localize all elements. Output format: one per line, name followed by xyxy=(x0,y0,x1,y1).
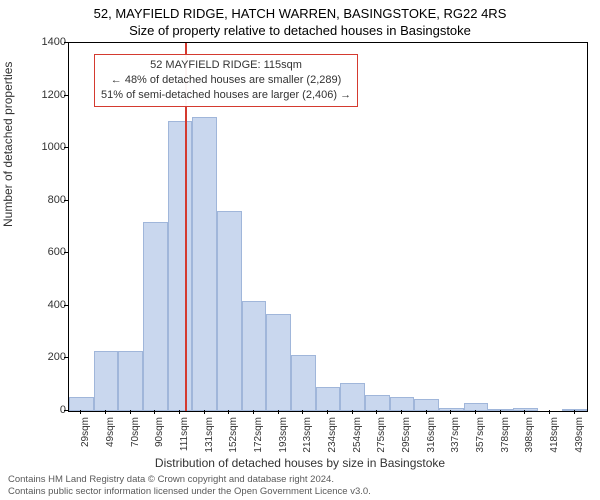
y-axis-label: Number of detached properties xyxy=(1,62,15,227)
histogram-bar xyxy=(217,211,242,411)
histogram-bar xyxy=(316,387,341,411)
y-tick-mark xyxy=(64,200,68,201)
histogram-bar xyxy=(69,397,94,411)
histogram-bar xyxy=(192,117,217,411)
x-tick-mark xyxy=(105,410,106,414)
chart-container: 52, MAYFIELD RIDGE, HATCH WARREN, BASING… xyxy=(0,0,600,500)
y-tick-mark xyxy=(64,410,68,411)
y-tick-mark xyxy=(64,42,68,43)
x-tick-mark xyxy=(450,410,451,414)
histogram-bar xyxy=(340,383,365,411)
histogram-bar xyxy=(242,301,267,411)
footer-line-2: Contains public sector information licen… xyxy=(8,486,592,498)
x-tick-mark xyxy=(179,410,180,414)
y-tick-label: 1200 xyxy=(26,89,66,101)
histogram-bar xyxy=(488,409,513,411)
x-tick-mark xyxy=(327,410,328,414)
x-tick-mark xyxy=(376,410,377,414)
info-line-1: 52 MAYFIELD RIDGE: 115sqm xyxy=(101,58,351,73)
y-tick-label: 1000 xyxy=(26,141,66,153)
x-tick-mark xyxy=(278,410,279,414)
x-tick-mark xyxy=(524,410,525,414)
y-tick-mark xyxy=(64,147,68,148)
histogram-bar xyxy=(513,408,538,411)
histogram-bar xyxy=(439,408,464,411)
x-tick-mark xyxy=(130,410,131,414)
x-tick-mark xyxy=(80,410,81,414)
histogram-bar xyxy=(414,399,439,411)
footer-attribution: Contains HM Land Registry data © Crown c… xyxy=(8,474,592,498)
info-line-3: 51% of semi-detached houses are larger (… xyxy=(101,88,351,103)
x-tick-mark xyxy=(549,410,550,414)
info-annotation-box: 52 MAYFIELD RIDGE: 115sqm ← 48% of detac… xyxy=(94,54,358,107)
x-tick-mark xyxy=(204,410,205,414)
y-tick-mark xyxy=(64,357,68,358)
x-axis-label: Distribution of detached houses by size … xyxy=(0,456,600,470)
y-tick-mark xyxy=(64,305,68,306)
y-tick-mark xyxy=(64,95,68,96)
x-tick-mark xyxy=(500,410,501,414)
histogram-bar xyxy=(562,409,587,411)
y-tick-label: 1400 xyxy=(26,36,66,48)
x-tick-mark xyxy=(475,410,476,414)
y-tick-label: 200 xyxy=(26,351,66,363)
histogram-bar xyxy=(291,355,316,412)
x-tick-mark xyxy=(253,410,254,414)
x-tick-mark xyxy=(574,410,575,414)
footer-line-1: Contains HM Land Registry data © Crown c… xyxy=(8,474,592,486)
histogram-bar xyxy=(94,351,119,411)
y-tick-mark xyxy=(64,252,68,253)
x-tick-mark xyxy=(302,410,303,414)
y-tick-label: 400 xyxy=(26,299,66,311)
histogram-bar xyxy=(365,395,390,411)
title-line-1: 52, MAYFIELD RIDGE, HATCH WARREN, BASING… xyxy=(0,6,600,21)
y-tick-label: 0 xyxy=(26,404,66,416)
histogram-bar xyxy=(118,351,143,411)
y-tick-label: 600 xyxy=(26,246,66,258)
histogram-bar xyxy=(390,397,415,411)
x-tick-mark xyxy=(426,410,427,414)
info-line-2: ← 48% of detached houses are smaller (2,… xyxy=(101,73,351,88)
x-tick-mark xyxy=(228,410,229,414)
y-tick-label: 800 xyxy=(26,194,66,206)
title-line-2: Size of property relative to detached ho… xyxy=(0,23,600,38)
histogram-bar xyxy=(266,314,291,411)
x-tick-mark xyxy=(401,410,402,414)
histogram-bar xyxy=(168,121,193,411)
x-tick-mark xyxy=(352,410,353,414)
x-tick-mark xyxy=(154,410,155,414)
histogram-bar xyxy=(143,222,168,411)
